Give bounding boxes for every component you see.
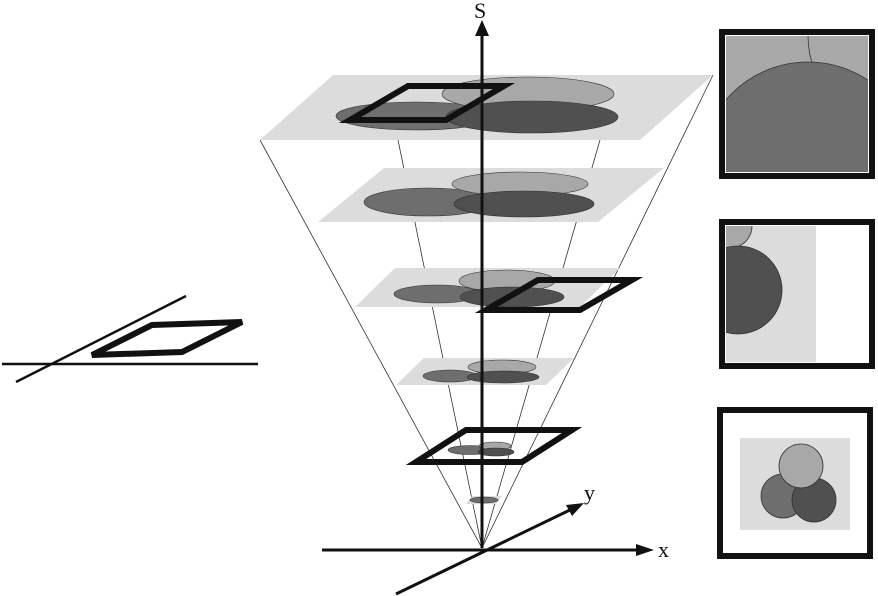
plane-level-3 <box>355 268 644 313</box>
y-axis-label: y <box>584 480 595 505</box>
zoom-panel-fine-frame <box>717 407 873 559</box>
window-frame-top <box>338 83 516 123</box>
plane-level-6 <box>466 496 502 504</box>
plane-level-5 <box>405 427 583 465</box>
scale-axis-arrow <box>475 20 489 36</box>
zoom-panel-coarse-frame <box>719 29 875 179</box>
scale-axis-label: S <box>474 0 486 23</box>
ground-window-group <box>2 294 258 384</box>
ground-line-diagonal <box>15 294 187 384</box>
y-axis-arrow <box>566 503 584 516</box>
plane-level-2 <box>318 168 664 222</box>
ground-window-frame <box>90 319 244 358</box>
x-axis-label: x <box>658 537 669 562</box>
plane-level-4 <box>396 358 574 385</box>
window-frame-middle <box>474 277 644 313</box>
x-axis-arrow <box>636 544 654 556</box>
zoom-panel-middle <box>719 219 875 369</box>
zoom-panel-fine <box>717 407 873 559</box>
axes: S x y <box>322 0 669 596</box>
plane-level-1 <box>260 75 713 140</box>
y-axis <box>395 506 575 596</box>
zoom-panel-middle-frame <box>719 219 875 369</box>
window-frame-lower <box>405 427 583 465</box>
zoom-panel-coarse <box>719 29 875 179</box>
